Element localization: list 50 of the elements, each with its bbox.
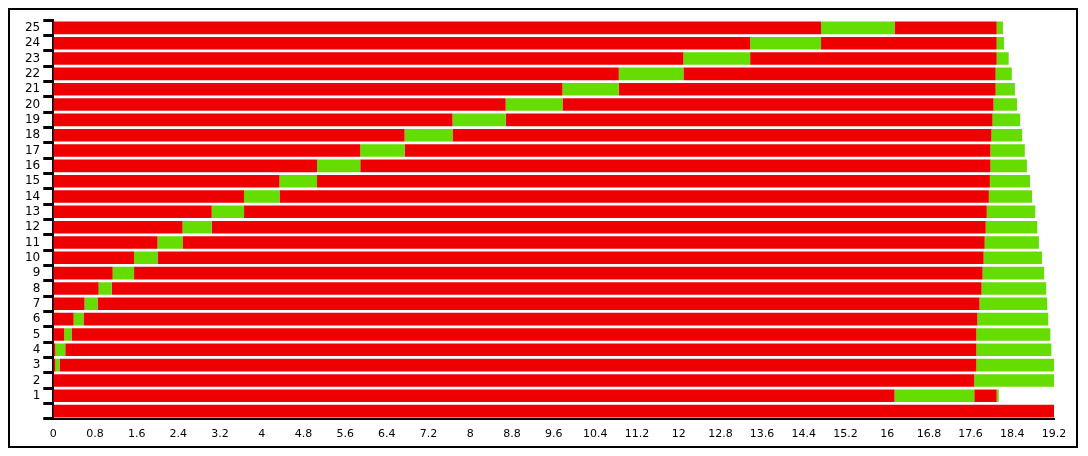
y-tick-label: 4: [32, 341, 41, 356]
y-tick-label: 18: [24, 127, 41, 142]
y-tick-label: 7: [32, 295, 41, 310]
x-tick-label: 8: [466, 427, 474, 441]
y-tick-label: 23: [24, 50, 41, 65]
y-tick-label: 14: [24, 188, 41, 203]
x-tick-label: 17.6: [958, 427, 983, 441]
x-tick-label: 9.6: [544, 427, 563, 441]
x-tick-label: 7.2: [419, 427, 438, 441]
x-tick-label: 19.2: [1041, 427, 1067, 441]
y-tick-label: 17: [24, 142, 41, 157]
y-tick-label: 2: [32, 372, 41, 387]
y-tick-label: 10: [24, 249, 41, 264]
y-tick-label: 5: [32, 326, 41, 341]
x-tick-label: 8.8: [503, 427, 521, 441]
x-tick-label: 0.8: [86, 427, 104, 441]
y-tick-label: 1: [32, 387, 41, 402]
x-tick-label: 16.8: [916, 427, 942, 441]
y-tick-label: 6: [32, 311, 41, 326]
y-tick-label: 12: [24, 219, 41, 234]
y-tick-label: 21: [24, 81, 41, 96]
y-tick-label: 16: [24, 157, 41, 172]
y-tick-label: 22: [24, 65, 41, 80]
x-tick-label: 5.6: [336, 427, 354, 441]
x-tick-label: 4: [258, 427, 266, 441]
y-tick-label: 3: [32, 357, 41, 372]
x-tick-label: 1.6: [127, 427, 146, 441]
x-tick-label: 16: [880, 427, 895, 441]
y-tick-label: 19: [24, 111, 41, 126]
x-tick-label: 12: [671, 427, 686, 441]
x-tick-label: 12.8: [708, 427, 733, 441]
y-tick-label: 25: [24, 19, 41, 34]
x-tick-label: 13.6: [749, 427, 775, 441]
x-tick-label: 3.2: [211, 427, 229, 441]
x-tick-label: 2.4: [169, 427, 188, 441]
x-tick-label: 0: [49, 427, 57, 441]
y-tick-label: 11: [24, 234, 41, 249]
y-tick-label: 15: [24, 173, 41, 188]
x-tick-label: 11.2: [624, 427, 650, 441]
y-tick-label: 20: [24, 96, 41, 111]
x-tick-label: 6.4: [378, 427, 396, 441]
x-tick-label: 10.4: [583, 427, 608, 441]
y-tick-label: 13: [24, 203, 41, 218]
y-tick-label: 24: [24, 35, 41, 50]
y-tick-label: 8: [32, 280, 41, 295]
x-tick-label: 15.2: [833, 427, 858, 441]
x-tick-label: 18.4: [1000, 427, 1025, 441]
x-tick-label: 4.8: [294, 427, 313, 441]
y-tick-label: 9: [32, 265, 41, 280]
x-tick-label: 14.4: [791, 427, 817, 441]
